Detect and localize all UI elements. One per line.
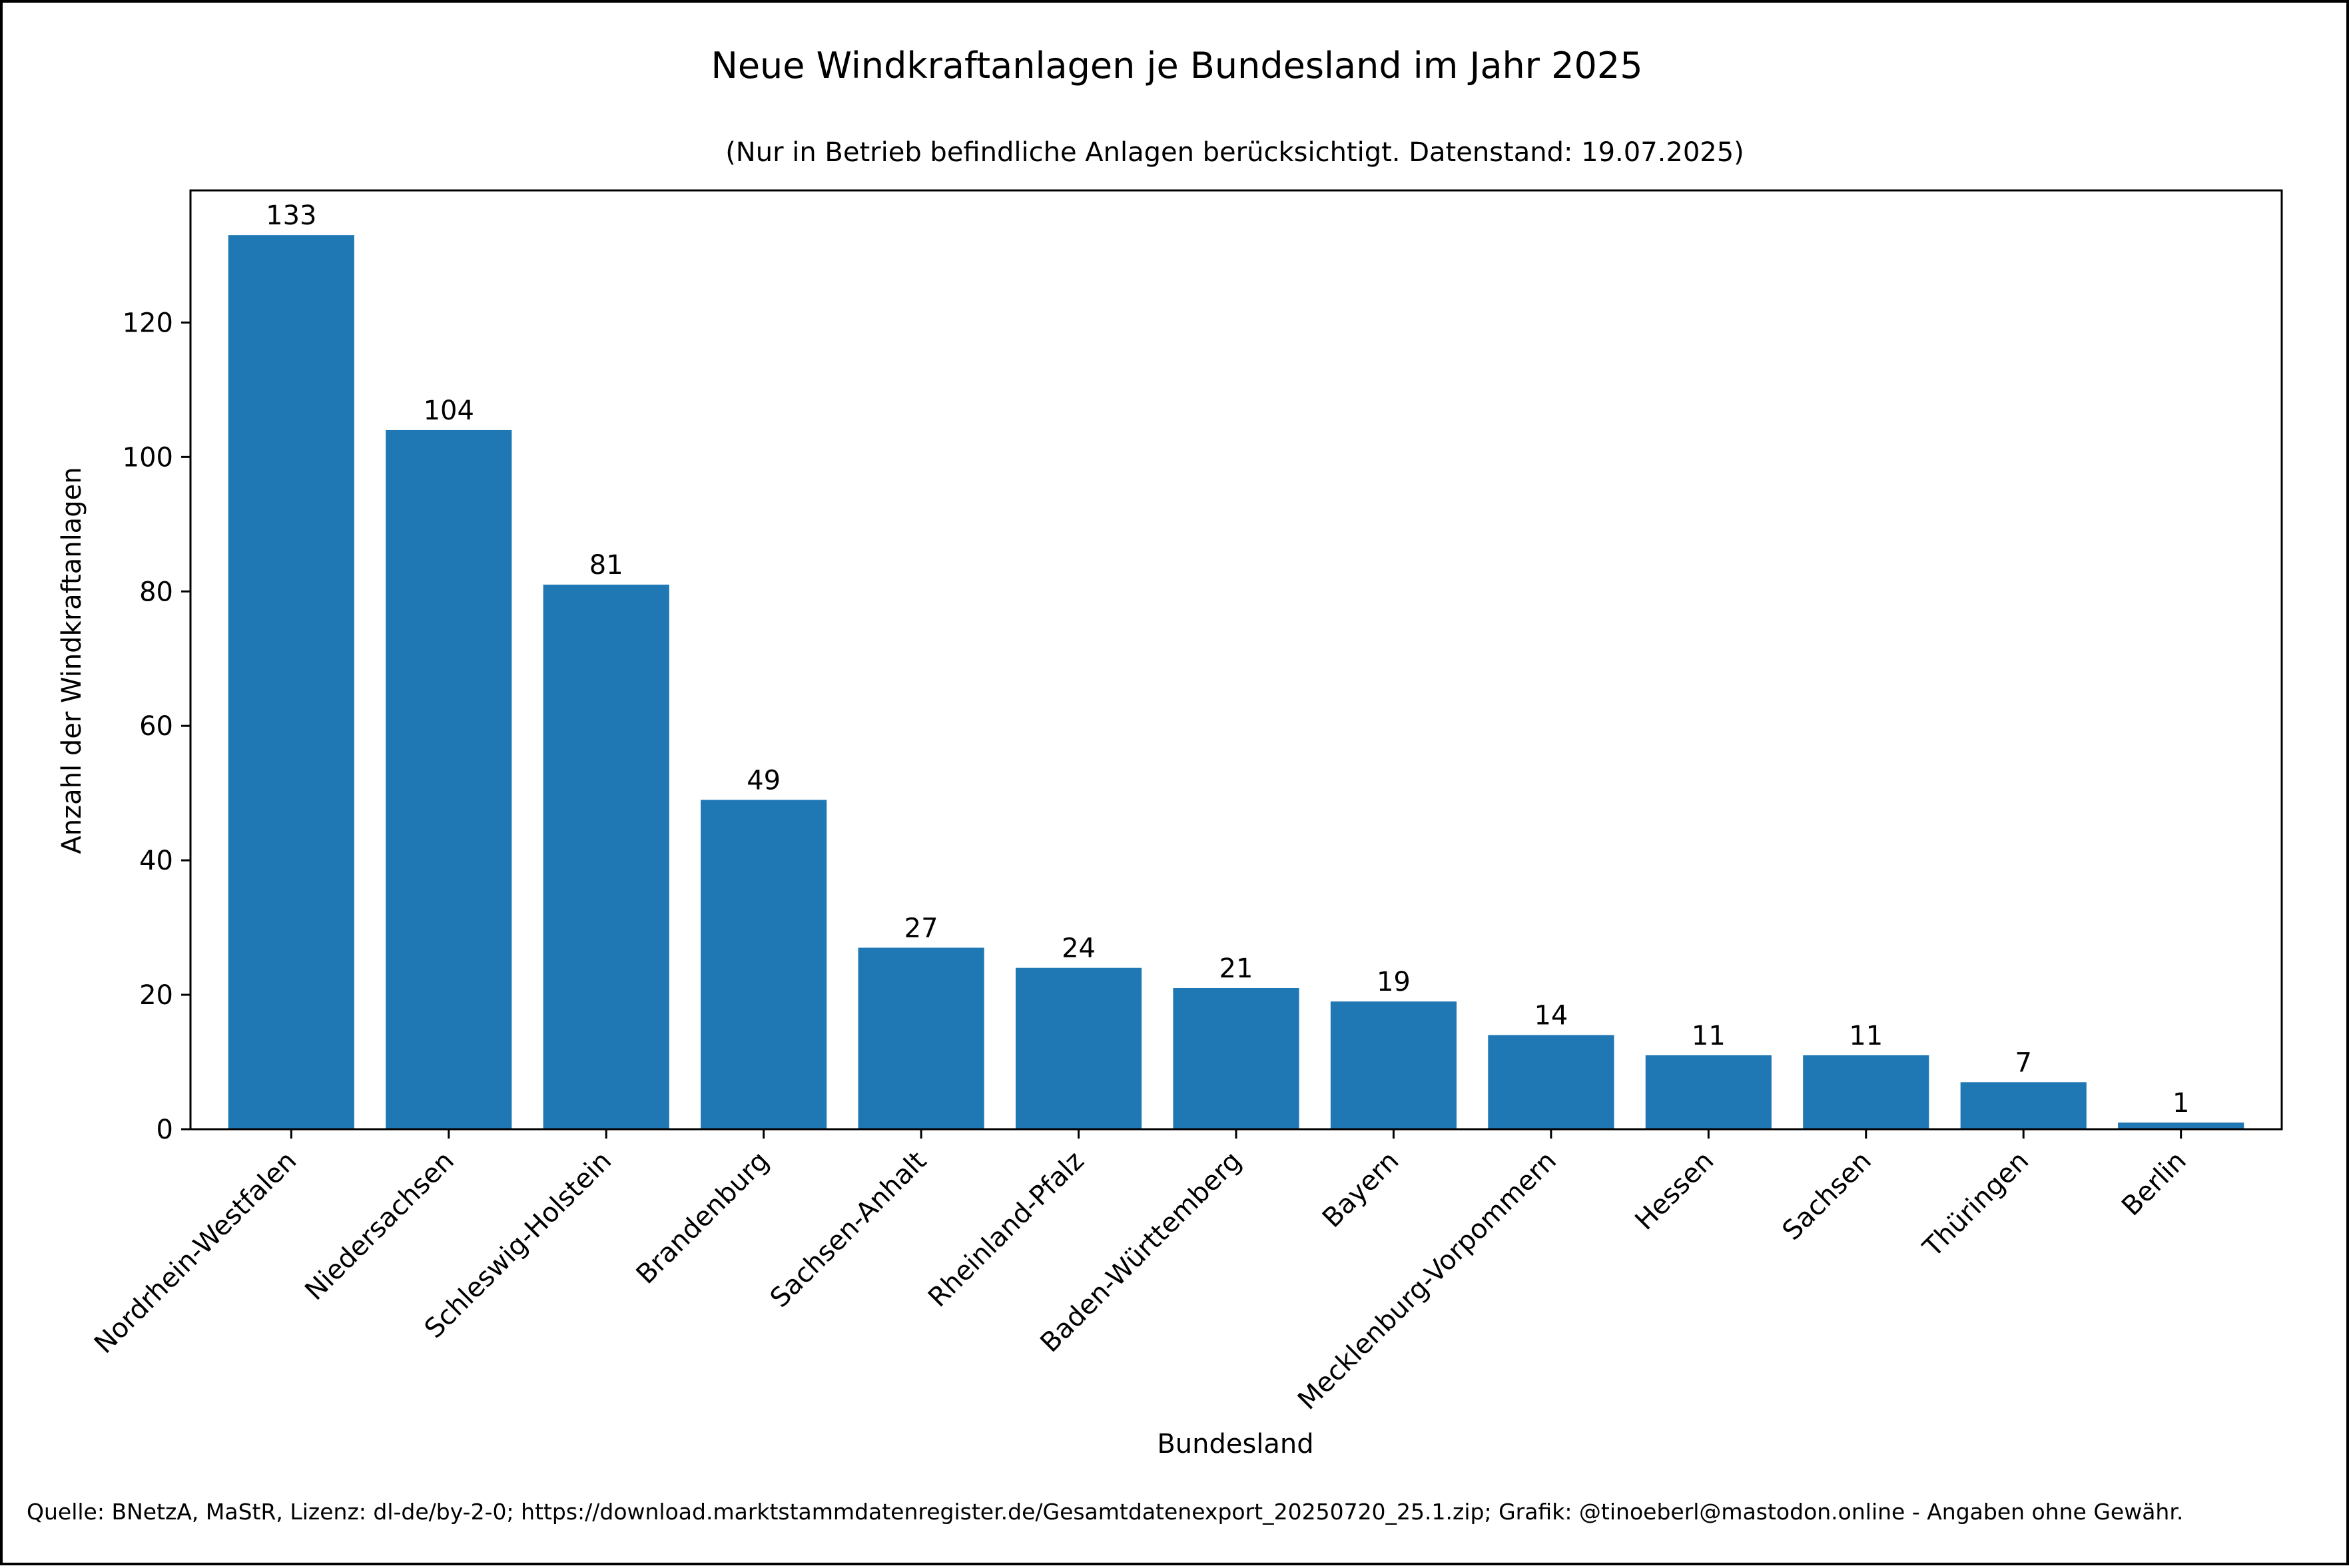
data-label: 81 xyxy=(589,550,623,581)
bar-chart: Neue Windkraftanlagen je Bundesland im J… xyxy=(27,45,2283,1525)
bar xyxy=(1803,1055,1929,1129)
data-label: 14 xyxy=(1534,1001,1568,1031)
bar xyxy=(1960,1082,2087,1129)
y-axis-label: Anzahl der Windkraftanlagen xyxy=(57,467,87,854)
plot-frame xyxy=(189,189,2283,1131)
bar xyxy=(1330,1001,1457,1129)
y-tick-label: 80 xyxy=(139,577,173,607)
y-tick-label: 120 xyxy=(123,308,173,338)
source-note: Quelle: BNetzA, MaStR, Lizenz: dl-de/by-… xyxy=(27,1499,2183,1525)
bar xyxy=(386,429,512,1129)
data-label: 24 xyxy=(1062,933,1096,964)
bar xyxy=(2118,1122,2244,1129)
chart-title: Neue Windkraftanlagen je Bundesland im J… xyxy=(711,45,1642,87)
x-tick-label: Rheinland-Pfalz xyxy=(922,1146,1090,1314)
data-label: 11 xyxy=(1692,1021,1726,1051)
x-tick-label: Brandenburg xyxy=(631,1146,775,1290)
x-axis-label: Bundesland xyxy=(1157,1429,1313,1459)
data-label: 1 xyxy=(2173,1088,2189,1119)
data-label: 27 xyxy=(904,913,938,943)
bar xyxy=(1173,987,1299,1129)
x-tick-label: Mecklenburg-Vorpommern xyxy=(1292,1146,1562,1416)
data-label: 133 xyxy=(266,200,316,231)
x-tick-label: Sachsen-Anhalt xyxy=(765,1146,932,1314)
data-label: 104 xyxy=(424,395,474,426)
data-label: 49 xyxy=(747,765,781,796)
y-tick-label: 40 xyxy=(139,846,173,876)
x-tick-label: Bayern xyxy=(1317,1146,1405,1234)
chart-subtitle: (Nur in Betrieb befindliche Anlagen berü… xyxy=(725,137,1744,168)
x-tick-label: Nordrhein-Westfalen xyxy=(89,1146,302,1360)
y-tick-label: 0 xyxy=(157,1115,173,1145)
x-tick-label: Hessen xyxy=(1629,1146,1720,1236)
bar xyxy=(228,235,354,1130)
x-tick-label: Niedersachsen xyxy=(299,1146,460,1307)
bar xyxy=(1645,1055,1772,1129)
plot-area: 133 Nordrhein-Westfalen 104 Niedersachsen 81… xyxy=(89,189,2283,1416)
data-label: 7 xyxy=(2015,1047,2032,1078)
y-tick-label: 100 xyxy=(123,442,173,473)
bar xyxy=(1488,1035,1614,1129)
data-label: 11 xyxy=(1849,1021,1883,1051)
x-tick-label: Thüringen xyxy=(1917,1146,2035,1264)
y-tick-label: 20 xyxy=(139,980,173,1011)
bar xyxy=(701,800,827,1129)
x-tick-label: Sachsen xyxy=(1777,1146,1877,1246)
bar xyxy=(1015,967,1142,1129)
x-tick-label: Berlin xyxy=(2116,1146,2192,1222)
y-tick-label: 60 xyxy=(139,711,173,742)
bar xyxy=(543,585,669,1129)
bar xyxy=(858,947,984,1129)
data-label: 21 xyxy=(1219,953,1253,984)
data-label: 19 xyxy=(1377,967,1411,997)
